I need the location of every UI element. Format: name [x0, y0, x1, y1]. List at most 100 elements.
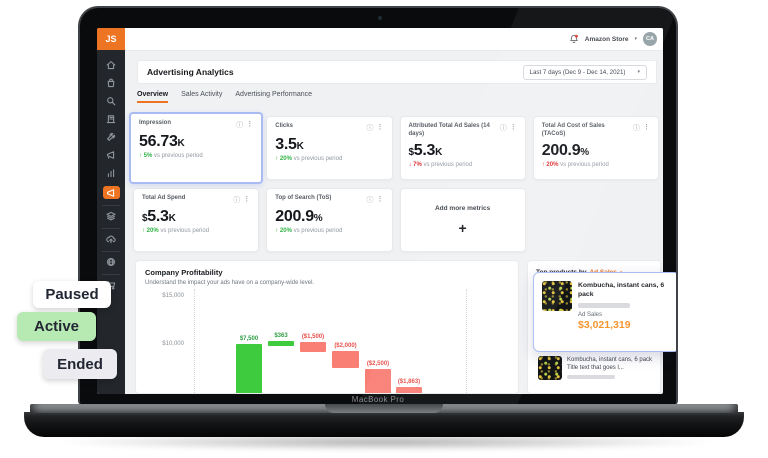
info-icon[interactable]: ⓘ	[499, 125, 507, 132]
info-icon[interactable]: ⓘ	[366, 125, 374, 132]
info-icon[interactable]: ⓘ	[233, 197, 241, 204]
megaphone-icon[interactable]	[102, 147, 120, 163]
cloud-upload-icon[interactable]	[102, 229, 120, 247]
webcam-icon	[378, 16, 382, 20]
y-axis-tick: $10,000	[162, 341, 184, 347]
chart-bar	[300, 342, 326, 352]
metric-value: 200.9%	[275, 208, 323, 225]
chevron-down-icon: ▾	[634, 36, 637, 42]
metric-delta: ↓ 7% vs previous period	[408, 161, 473, 168]
metrics-row-2: Total Ad Spend ⓘ ⋮ $5.3K ↑ 20% vs previous p…	[133, 188, 659, 252]
metric-card[interactable]: Total Ad Cost of Sales (TACoS) ⓘ ⋮ 200.9% ↑ …	[532, 116, 659, 180]
chart-bar-label: ($2,500)	[366, 361, 390, 367]
company-profitability-card: Company Profitability Understand the imp…	[135, 260, 519, 394]
chart-bar-label: ($1,500)	[301, 334, 325, 340]
shopping-bag-icon[interactable]	[102, 75, 120, 91]
sidebar: JS	[97, 28, 125, 394]
laptop-screen: Amazon Store ▾ CA JS Advertising Analyti…	[78, 6, 678, 405]
chart-bar-label: $7,500	[239, 336, 259, 342]
metric-label: Ad Sales	[578, 312, 603, 319]
product-list-item[interactable]: Kombucha, instant cans, 6 pack Title tex…	[538, 356, 655, 380]
macbook-brand-label: MacBook Pro	[351, 395, 405, 404]
tab-bar: Overview Sales Activity Advertising Perfor…	[137, 91, 312, 103]
laptop-lid-notch	[325, 404, 443, 413]
globe-icon[interactable]	[102, 252, 120, 270]
metric-card[interactable]: Total Ad Spend ⓘ ⋮ $5.3K ↑ 20% vs previous p…	[133, 188, 260, 252]
status-label-active: Active	[17, 312, 96, 341]
kebab-menu-icon[interactable]: ⋮	[376, 124, 384, 131]
kebab-menu-icon[interactable]: ⋮	[376, 196, 384, 203]
product-image	[542, 281, 572, 311]
gridline	[194, 289, 195, 393]
tab-advertising-performance[interactable]: Advertising Performance	[235, 91, 313, 98]
metric-delta: ↑ 20% vs previous period	[275, 156, 343, 162]
product-popup: Kombucha, instant cans, 6 pack Ad Sales …	[533, 272, 676, 352]
chart-bar	[236, 344, 262, 393]
status-label-paused: Paused	[33, 281, 111, 308]
chart-bar	[365, 369, 391, 393]
avatar[interactable]: CA	[643, 32, 657, 46]
sidebar-nav	[97, 50, 125, 295]
redacted-text-bar	[578, 303, 630, 309]
chart-bar	[396, 387, 422, 393]
metric-card[interactable]: Clicks ⓘ ⋮ 3.5K ↑ 20% vs previous period	[266, 116, 393, 180]
info-icon[interactable]: ⓘ	[633, 125, 640, 132]
metric-card[interactable]: Attributed Total Ad Sales (14 days) ⓘ ⋮ $5.…	[399, 116, 526, 180]
metric-card[interactable]: Top of Search (ToS) ⓘ ⋮ 200.9% ↑ 20% vs prev…	[266, 188, 393, 252]
product-image	[538, 356, 562, 380]
plus-icon: +	[458, 219, 467, 236]
chart-bar-label: $363	[274, 333, 288, 339]
kebab-menu-icon[interactable]: ⋮	[246, 121, 254, 128]
metric-value: $3,021,319	[578, 319, 631, 332]
wrench-icon[interactable]	[102, 129, 120, 145]
chevron-down-icon: ▾	[637, 69, 640, 75]
metric-value: 3.5K	[275, 136, 304, 153]
laptop-base	[24, 412, 744, 437]
kebab-menu-icon[interactable]: ⋮	[243, 196, 251, 203]
redacted-text-bar	[567, 375, 615, 380]
date-range-value: Last 7 days (Dec 9 - Dec 14, 2021)	[529, 68, 626, 76]
top-navbar: Amazon Store ▾ CA	[125, 28, 663, 51]
search-icon[interactable]	[102, 93, 120, 109]
tab-sales-activity[interactable]: Sales Activity	[181, 91, 223, 98]
bar-chart-icon[interactable]	[102, 165, 120, 181]
add-more-metrics-card[interactable]: Add more metrics +	[399, 188, 526, 252]
date-range-dropdown[interactable]: Last 7 days (Dec 9 - Dec 14, 2021) ▾	[522, 64, 647, 80]
kebab-menu-icon[interactable]: ⋮	[643, 124, 650, 131]
store-selector[interactable]: Amazon Store	[584, 35, 629, 43]
kebab-menu-icon[interactable]: ⋮	[509, 124, 517, 131]
page-title: Advertising Analytics	[147, 67, 234, 77]
metric-label: Clicks	[275, 123, 293, 129]
product-title: Kombucha, instant cans, 6 pack	[578, 282, 665, 299]
section-subtitle: Understand the impact your ads have on a…	[145, 280, 315, 286]
metric-label: Impression	[139, 120, 172, 126]
metric-delta: ↑ 20% vs previous period	[275, 228, 343, 234]
tab-overview[interactable]: Overview	[137, 91, 169, 103]
page-header: Advertising Analytics Last 7 days (Dec 9…	[137, 60, 657, 84]
building-icon[interactable]	[102, 111, 120, 127]
metric-value: $5.3K	[408, 141, 443, 159]
chart-bar-label: ($1,863)	[397, 379, 421, 385]
metric-card[interactable]: Impression ⓘ ⋮ 56.73K ↑ 5% vs previous perio…	[129, 112, 264, 184]
laptop-base-edge	[30, 404, 738, 413]
info-icon[interactable]: ⓘ	[236, 122, 244, 129]
chart-bar	[332, 351, 359, 368]
section-title: Company Profitability	[145, 268, 223, 277]
info-icon[interactable]: ⓘ	[366, 197, 374, 204]
layers-icon[interactable]	[102, 206, 120, 224]
metric-value: $5.3K	[142, 208, 176, 225]
metric-label: Total Ad Cost of Sales (TACoS)	[541, 123, 605, 137]
app-logo[interactable]: JS	[97, 28, 125, 50]
metric-value: 200.9%	[541, 141, 589, 159]
advertising-icon[interactable]	[102, 186, 120, 199]
metric-delta: ↑ 5% vs previous period	[139, 153, 203, 159]
laptop-shadow	[50, 433, 720, 451]
gridline	[466, 289, 467, 393]
metric-label: Top of Search (ToS)	[275, 195, 332, 201]
add-metrics-label: Add more metrics	[434, 204, 491, 212]
home-icon[interactable]	[102, 57, 120, 73]
metric-label: Attributed Total Ad Sales (14 days)	[408, 123, 490, 137]
metric-delta: ↑ 20% vs previous period	[142, 228, 210, 234]
y-axis-tick: $15,000	[162, 293, 184, 299]
notification-bell-icon[interactable]	[569, 34, 579, 44]
